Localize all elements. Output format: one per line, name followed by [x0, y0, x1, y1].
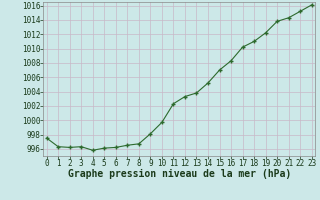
X-axis label: Graphe pression niveau de la mer (hPa): Graphe pression niveau de la mer (hPa) [68, 169, 291, 179]
